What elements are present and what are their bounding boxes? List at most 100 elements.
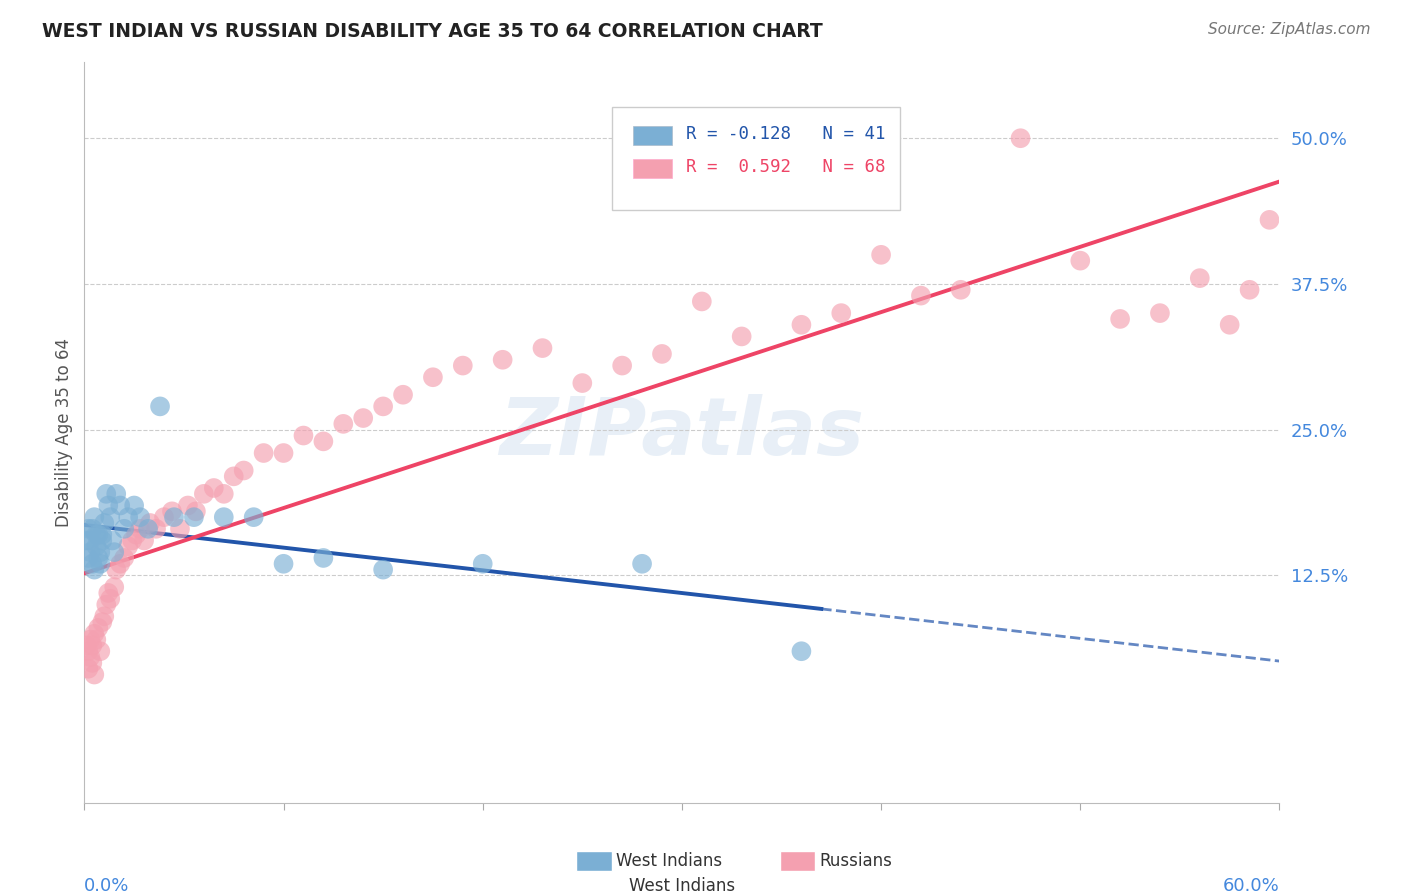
- Text: 0.0%: 0.0%: [84, 877, 129, 892]
- Point: [949, 283, 972, 297]
- Point: [96, 487, 118, 501]
- Point: [117, 510, 139, 524]
- Point: [422, 370, 444, 384]
- Point: [77, 522, 100, 536]
- Point: [83, 626, 105, 640]
- Point: [75, 533, 97, 548]
- Point: [651, 347, 673, 361]
- Point: [1010, 131, 1032, 145]
- Point: [125, 527, 148, 541]
- Point: [103, 580, 125, 594]
- Point: [1219, 318, 1241, 332]
- Point: [77, 644, 100, 658]
- Point: [160, 504, 183, 518]
- Point: [121, 533, 143, 548]
- Point: [98, 591, 121, 606]
- Point: [184, 504, 207, 518]
- Point: [112, 522, 135, 536]
- Point: [1188, 271, 1211, 285]
- Point: [870, 248, 893, 262]
- Point: [631, 557, 654, 571]
- Text: West Indians: West Indians: [628, 877, 735, 892]
- Text: WEST INDIAN VS RUSSIAN DISABILITY AGE 35 TO 64 CORRELATION CHART: WEST INDIAN VS RUSSIAN DISABILITY AGE 35…: [42, 22, 823, 41]
- Point: [97, 586, 120, 600]
- Point: [212, 487, 235, 501]
- Point: [332, 417, 354, 431]
- Point: [136, 522, 159, 536]
- Point: [169, 522, 191, 536]
- Point: [193, 487, 215, 501]
- Point: [1258, 212, 1281, 227]
- Point: [352, 411, 374, 425]
- Point: [89, 557, 111, 571]
- Point: [87, 527, 110, 541]
- Point: [129, 510, 152, 524]
- Point: [1149, 306, 1171, 320]
- Point: [105, 487, 128, 501]
- Point: [103, 545, 125, 559]
- Point: [82, 656, 104, 670]
- Point: [82, 557, 104, 571]
- Point: [731, 329, 754, 343]
- Point: [312, 551, 335, 566]
- Point: [79, 545, 101, 559]
- Point: [232, 463, 254, 477]
- Point: [89, 545, 111, 559]
- Point: [98, 510, 121, 524]
- Point: [132, 533, 156, 548]
- Point: [82, 639, 104, 653]
- Point: [79, 632, 101, 647]
- Point: [89, 644, 111, 658]
- Point: [910, 288, 932, 302]
- Text: Source: ZipAtlas.com: Source: ZipAtlas.com: [1208, 22, 1371, 37]
- Point: [87, 621, 110, 635]
- Point: [790, 318, 813, 332]
- Point: [79, 533, 101, 548]
- Point: [87, 551, 110, 566]
- Point: [83, 563, 105, 577]
- Point: [91, 615, 114, 629]
- Point: [149, 400, 172, 414]
- Text: Russians: Russians: [820, 852, 893, 870]
- Point: [1239, 283, 1261, 297]
- Point: [373, 400, 395, 414]
- Text: 60.0%: 60.0%: [1223, 877, 1279, 892]
- Point: [105, 563, 128, 577]
- Point: [110, 557, 132, 571]
- Point: [145, 522, 167, 536]
- Point: [82, 522, 104, 536]
- Point: [129, 522, 152, 536]
- Point: [163, 510, 186, 524]
- Point: [77, 551, 100, 566]
- Point: [83, 667, 105, 681]
- Point: [202, 481, 225, 495]
- Point: [96, 598, 118, 612]
- Point: [93, 516, 115, 530]
- Point: [93, 609, 115, 624]
- Point: [492, 352, 515, 367]
- Text: R =  0.592   N = 68: R = 0.592 N = 68: [686, 158, 886, 176]
- Point: [112, 551, 135, 566]
- Point: [110, 499, 132, 513]
- Text: West Indians: West Indians: [616, 852, 721, 870]
- Text: ZIPatlas: ZIPatlas: [499, 393, 865, 472]
- Point: [83, 510, 105, 524]
- Point: [451, 359, 474, 373]
- Point: [183, 510, 205, 524]
- Point: [531, 341, 554, 355]
- Point: [612, 359, 634, 373]
- Point: [101, 533, 124, 548]
- Point: [117, 539, 139, 553]
- Point: [177, 499, 200, 513]
- Point: [253, 446, 276, 460]
- Point: [212, 510, 235, 524]
- Point: [91, 527, 114, 541]
- Point: [242, 510, 264, 524]
- Point: [1069, 253, 1091, 268]
- Point: [292, 428, 315, 442]
- Point: [790, 644, 813, 658]
- Point: [222, 469, 245, 483]
- Point: [153, 510, 176, 524]
- Point: [75, 639, 97, 653]
- Point: [139, 516, 162, 530]
